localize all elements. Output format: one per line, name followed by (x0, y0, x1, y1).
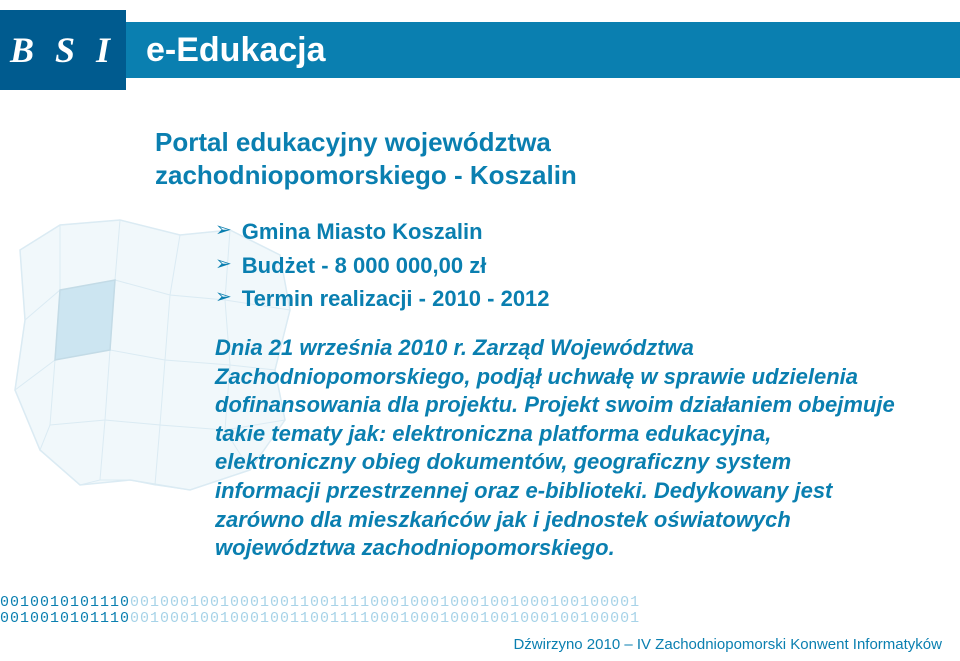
logo-text: B S I (10, 29, 116, 71)
bullet-list: ➢ Gmina Miasto Koszalin ➢ Budżet - 8 000… (215, 217, 900, 314)
paragraph: Dnia 21 września 2010 r. Zarząd Wojewódz… (215, 334, 900, 563)
footer-text: Dźwirzyno 2010 – IV Zachodniopomorski Ko… (513, 636, 942, 653)
bullet-item: ➢ Gmina Miasto Koszalin (215, 217, 900, 247)
binary-decoration: 0010010101110001000100100010011001111000… (0, 594, 960, 611)
logo-box: B S I (0, 10, 126, 90)
binary-light: 0010001001000100110011110001000100010010… (130, 610, 640, 627)
binary-dark: 0010010101110 (0, 610, 130, 627)
bullet-text: Budżet - 8 000 000,00 zł (242, 251, 487, 281)
content-area: Portal edukacyjny województwa zachodniop… (155, 126, 900, 563)
arrow-icon: ➢ (215, 251, 232, 278)
bullet-text: Termin realizacji - 2010 - 2012 (242, 284, 550, 314)
bullet-text: Gmina Miasto Koszalin (242, 217, 483, 247)
arrow-icon: ➢ (215, 217, 232, 244)
header-title: e-Edukacja (146, 31, 326, 70)
bullet-item: ➢ Budżet - 8 000 000,00 zł (215, 251, 900, 281)
bullet-item: ➢ Termin realizacji - 2010 - 2012 (215, 284, 900, 314)
binary-light: 0010001001000100110011110001000100010010… (130, 594, 640, 611)
header-bar: e-Edukacja (108, 22, 960, 78)
subtitle-line1: Portal edukacyjny województwa (155, 127, 551, 157)
arrow-icon: ➢ (215, 284, 232, 311)
binary-dark: 0010010101110 (0, 594, 130, 611)
subtitle-line2: zachodniopomorskiego - Koszalin (155, 160, 577, 190)
subtitle: Portal edukacyjny województwa zachodniop… (155, 126, 900, 191)
binary-decoration: 0010010101110001000100100010011001111000… (0, 610, 960, 627)
